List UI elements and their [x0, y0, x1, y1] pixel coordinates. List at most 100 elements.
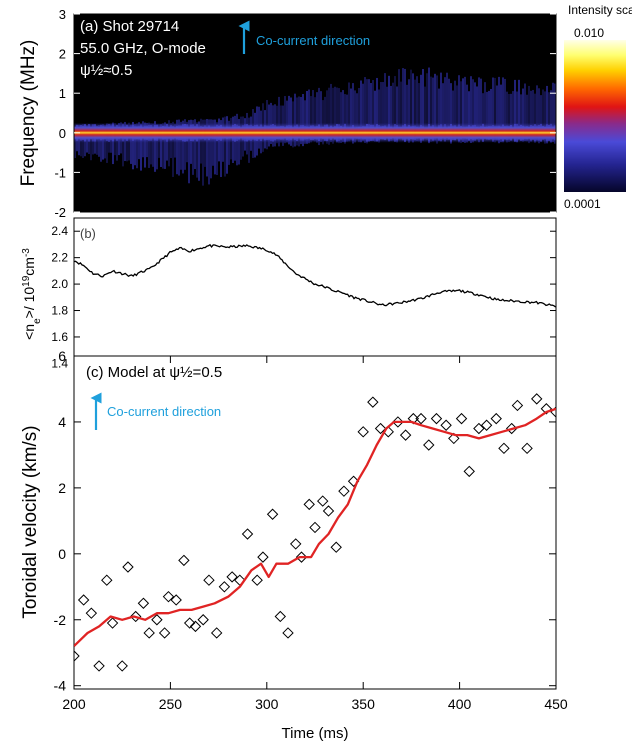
data-point	[74, 650, 80, 662]
spectrogram-column	[100, 124, 102, 162]
data-point	[480, 419, 493, 431]
spectrogram-column	[122, 123, 124, 167]
data-point	[197, 614, 209, 626]
panel-c-y-label: Toroidal velocity (km/s)	[20, 425, 41, 618]
spectrogram-column	[452, 90, 454, 141]
spectrogram-column	[172, 121, 174, 177]
spectrogram-column	[492, 77, 494, 142]
spectrogram-column	[374, 90, 376, 142]
data-point	[367, 396, 379, 408]
spectrogram-column	[390, 85, 392, 141]
spectrogram-column	[356, 93, 358, 140]
spectrogram-column	[126, 124, 128, 162]
spectrogram-column	[380, 82, 382, 140]
spectrogram-column	[382, 82, 384, 139]
spectrogram-column	[340, 92, 342, 143]
y-tick-label: -1	[54, 165, 66, 180]
spectrogram-column	[538, 88, 540, 144]
spectrogram-column	[154, 121, 156, 172]
spectrogram-column	[514, 79, 516, 142]
spectrogram-column	[384, 73, 386, 139]
spectrogram-column	[214, 119, 216, 175]
spectrogram-column	[176, 119, 178, 175]
spectrogram-column	[478, 77, 480, 143]
data-point	[170, 594, 182, 606]
spectrogram-column	[474, 82, 476, 140]
spectrogram-column	[316, 92, 318, 143]
spectrogram-column	[406, 84, 408, 141]
spectrogram-column	[500, 84, 502, 143]
spectrogram-column	[416, 76, 418, 142]
spectrogram-column	[202, 119, 204, 186]
data-point	[189, 620, 202, 633]
data-point	[309, 521, 321, 534]
spectrogram-column	[402, 68, 404, 140]
data-point	[505, 422, 518, 435]
data-point	[317, 495, 329, 507]
panel-c: -4 -2 0 2 4 6 200 250 300 350 400 450 (c) Model at…	[20, 348, 568, 742]
spectrogram-column	[180, 121, 182, 170]
spectrogram-column	[460, 81, 462, 144]
data-point	[137, 597, 150, 609]
spectrogram-column	[160, 124, 162, 167]
spectrogram-column	[422, 69, 424, 141]
spectrogram-column	[480, 78, 482, 139]
spectrogram-column	[466, 84, 468, 143]
data-point	[415, 412, 427, 425]
y-tick-label: -2	[54, 205, 66, 220]
spectrogram-column	[298, 96, 300, 147]
panel-c-label: (c) Model at ψ½=0.5	[86, 364, 222, 381]
y-tick-label: 1	[59, 86, 66, 101]
colorbar: Intensity scale 0.010 0.0001	[564, 3, 632, 211]
spectrogram-column	[106, 123, 108, 163]
spectrogram-column	[310, 96, 312, 143]
model-line	[74, 407, 556, 647]
data-point	[116, 660, 128, 672]
spectrogram-column	[398, 69, 400, 140]
spectrogram-column	[482, 93, 484, 140]
spectrogram-column	[288, 95, 290, 145]
spectrogram-column	[306, 91, 308, 144]
spectrogram-column	[436, 75, 438, 144]
panel-a-line-1: 55.0 GHz, O-mode	[80, 40, 206, 57]
data-point	[178, 554, 190, 567]
data-point	[218, 581, 231, 593]
data-point	[85, 607, 98, 619]
spectrogram-column	[396, 86, 398, 143]
spectrogram-column	[296, 97, 298, 146]
spectrogram-column	[432, 77, 434, 142]
spectrogram-column	[196, 122, 198, 178]
spectrogram-column	[540, 95, 542, 142]
spectrogram-column	[294, 93, 296, 147]
panel-a-frame	[73, 13, 557, 213]
spectrogram-column	[150, 123, 152, 165]
spectrogram-column	[438, 88, 440, 141]
spectrogram-column	[286, 100, 288, 143]
data-point	[521, 442, 533, 455]
spectrogram-column	[546, 85, 548, 144]
data-point	[282, 627, 294, 639]
y-tick-label: 2	[58, 480, 66, 496]
spectrogram-column	[332, 87, 334, 144]
spectrogram-column	[224, 116, 226, 177]
data-point	[330, 541, 342, 553]
x-tick-label: 400	[448, 696, 472, 712]
spectrogram-column	[320, 91, 322, 142]
spectrogram-column	[548, 92, 550, 142]
spectrogram-column	[488, 90, 490, 140]
y-tick-label: 0	[59, 126, 66, 141]
data-point	[430, 412, 443, 425]
velocity-measurements	[74, 393, 556, 672]
spectrogram-column	[518, 79, 520, 140]
spectrogram-column	[152, 123, 154, 167]
spectrogram-column	[324, 96, 326, 142]
colorbar-max-label: 0.010	[574, 26, 604, 40]
spectrogram-column	[448, 78, 450, 141]
x-tick-label: 200	[62, 696, 86, 712]
spectrogram-column	[392, 82, 394, 141]
spectrogram-column	[530, 90, 532, 142]
spectrogram-column	[184, 119, 186, 170]
data-point	[101, 574, 113, 586]
data-point	[162, 590, 175, 603]
data-point	[440, 419, 452, 431]
